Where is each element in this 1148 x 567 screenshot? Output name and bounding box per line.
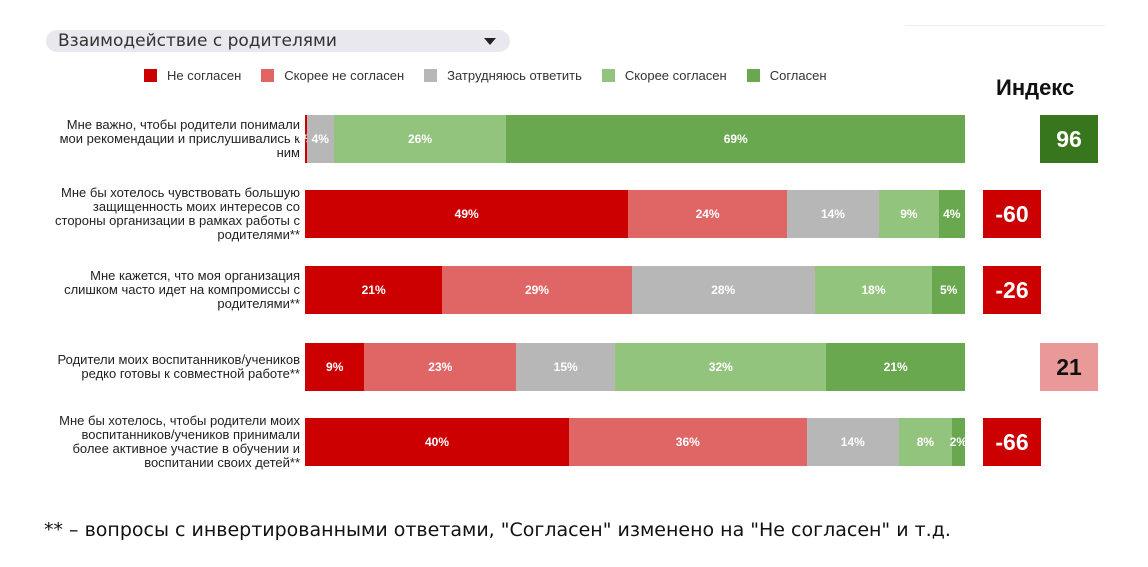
legend-label: Скорее не согласен xyxy=(284,67,405,83)
index-value: -60 xyxy=(995,200,1029,227)
bar-segment: 23% xyxy=(364,343,517,391)
bar-segment: 18% xyxy=(814,266,933,314)
legend-label: Скорее согласен xyxy=(624,67,727,83)
legend-item: Затрудняюсь ответить xyxy=(424,68,582,83)
data-label: 9% xyxy=(900,207,918,221)
data-label: 2% xyxy=(949,435,968,449)
bar-segment: 21% xyxy=(826,343,965,391)
bar-segment: 24% xyxy=(628,190,787,238)
bar-segment: 5% xyxy=(932,266,965,314)
bar-segment: 29% xyxy=(442,266,632,314)
legend-label: Согласен xyxy=(769,67,827,83)
index-value-box: 96 xyxy=(1040,115,1098,163)
data-label: 21% xyxy=(883,360,908,374)
bar-row: 9% 23% 15% 32% 21% xyxy=(305,343,965,391)
index-value: -66 xyxy=(995,428,1029,455)
bar-segment: 21% xyxy=(305,266,443,314)
legend-swatch xyxy=(424,68,438,82)
bar-segment: 8% xyxy=(898,418,952,466)
legend-swatch xyxy=(144,68,157,82)
index-value: 21 xyxy=(1056,353,1082,380)
data-label: 69% xyxy=(723,132,748,146)
bar-segment: 40% xyxy=(305,418,569,466)
index-value-box: 21 xyxy=(1040,343,1098,391)
chart-legend: Не согласен Скорее не согласен Затрудняюсь… xyxy=(144,66,847,84)
bar-segment: 4% xyxy=(307,115,334,163)
data-label: 14% xyxy=(820,207,845,221)
data-label: 23% xyxy=(428,360,453,374)
index-value-box: -26 xyxy=(983,266,1041,314)
data-label: 40% xyxy=(424,435,450,449)
question-label: Мне кажется, что моя организация слишком… xyxy=(64,268,300,311)
index-value-box: -66 xyxy=(983,418,1041,466)
data-label: 32% xyxy=(708,360,733,374)
legend-label: Не согласен xyxy=(167,67,242,83)
bar-segment: 32% xyxy=(615,343,827,391)
bar-segment: 14% xyxy=(786,190,880,238)
question-label: Мне бы хотелось, чтобы родители моих вос… xyxy=(59,413,300,470)
bar-segment: 36% xyxy=(569,418,807,466)
legend-swatch xyxy=(601,68,615,82)
filter-dropdown-label: Взаимодействие с родителями xyxy=(58,31,337,51)
data-label: 4% xyxy=(943,207,961,221)
bar-row: 40% 36% 14% 8% 2% xyxy=(305,418,968,466)
data-label: 29% xyxy=(524,283,549,297)
data-label: 8% xyxy=(916,435,935,449)
filter-dropdown[interactable]: Взаимодействие с родителями xyxy=(46,30,510,52)
bar-segment: 14% xyxy=(806,418,899,466)
data-label: 26% xyxy=(407,132,432,146)
legend-swatch xyxy=(261,68,275,82)
data-label: 9% xyxy=(326,360,344,374)
legend-item: Скорее согласен xyxy=(601,67,727,83)
footnote: ** – вопросы с инвертированными ответами… xyxy=(44,519,951,541)
data-label: 24% xyxy=(695,207,720,221)
bar-segment: 69% xyxy=(506,115,966,163)
bar-segment: 4% xyxy=(938,190,965,238)
data-label: 5% xyxy=(939,283,958,297)
data-label: 14% xyxy=(840,435,865,449)
legend-swatch xyxy=(746,68,760,82)
legend-label: Затрудняюсь ответить xyxy=(447,67,582,83)
index-title: Индекс xyxy=(996,75,1075,100)
index-value: 96 xyxy=(1056,125,1082,152)
data-label: 15% xyxy=(553,360,578,374)
bar-segment: 9% xyxy=(879,190,939,238)
data-label: 28% xyxy=(711,283,736,297)
question-label: Мне важно, чтобы родители понимали мои р… xyxy=(59,117,300,160)
index-value: -26 xyxy=(995,276,1029,303)
question-label: Родители моих воспитанников/учеников ред… xyxy=(57,352,300,381)
bar-segment: 28% xyxy=(631,266,815,314)
data-label: 4% xyxy=(311,132,329,146)
bar-row: 49% 24% 14% 9% 4% xyxy=(305,190,965,238)
data-label: 49% xyxy=(454,207,479,221)
divider xyxy=(905,25,1105,26)
question-label: Мне бы хотелось чувствовать большую защи… xyxy=(55,185,300,242)
bar-row: 0% 4% 26% 69% xyxy=(298,115,966,163)
legend-item: Скорее не согласен xyxy=(261,68,404,83)
bar-row: 21% 29% 28% 18% 5% xyxy=(305,266,965,314)
data-label: 36% xyxy=(675,435,700,449)
bar-segment: 15% xyxy=(516,343,616,391)
chevron-down-icon[interactable] xyxy=(484,37,496,45)
legend-item: Не согласен xyxy=(144,68,241,83)
data-label: 21% xyxy=(361,283,386,297)
legend-item: Согласен xyxy=(746,67,827,83)
index-value-box: -60 xyxy=(983,190,1041,238)
bar-segment: 9% xyxy=(305,343,365,391)
data-label: 18% xyxy=(861,283,886,297)
bar-segment: 49% xyxy=(305,190,629,238)
bar-segment: 26% xyxy=(333,115,507,163)
bar-segment: 2% xyxy=(949,418,968,466)
